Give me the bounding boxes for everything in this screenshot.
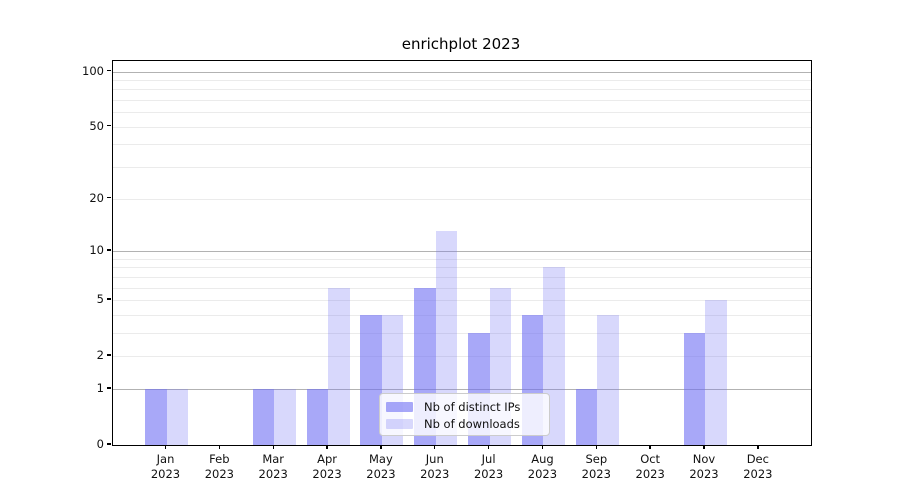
legend-swatch-distinct-ips (386, 401, 413, 412)
y-axis-tick (107, 354, 111, 356)
bar-distinct-ips (575, 388, 598, 445)
x-axis-tick (541, 445, 544, 450)
bar-distinct-ips (360, 314, 382, 445)
gridline-minor (113, 79, 811, 81)
y-axis-tick-label: 0 (96, 437, 104, 451)
x-axis-tick (595, 445, 597, 450)
x-axis-tick (380, 445, 382, 450)
y-axis-tick (107, 443, 111, 445)
bar-distinct-ips (145, 388, 167, 445)
gridline-layer (113, 61, 811, 445)
y-axis-tick (107, 69, 111, 72)
y-axis-tick (107, 196, 111, 199)
x-axis-tick (487, 445, 490, 450)
x-axis-tick-label: May 2023 (366, 452, 396, 481)
x-axis-tick-label: Oct 2023 (635, 452, 665, 481)
x-axis-tick-label: Mar 2023 (258, 452, 288, 481)
y-axis-tick-label: 2 (96, 348, 104, 363)
x-axis-tick-label: Nov 2023 (689, 452, 719, 481)
gridline-minor (113, 126, 811, 128)
gridline-major (113, 388, 811, 390)
gridline-minor (113, 276, 811, 278)
legend-entry-distinct-ips: Nb of distinct IPs (386, 399, 543, 414)
gridline-minor (113, 287, 811, 289)
x-axis-tick (326, 445, 328, 450)
y-axis-tick-label: 5 (96, 291, 104, 306)
y-axis-tick (107, 298, 111, 300)
y-axis-tick-label: 20 (89, 190, 104, 205)
bar-distinct-ips (252, 388, 275, 445)
gridline-minor (113, 167, 811, 169)
legend-label-downloads: Nb of downloads (424, 416, 520, 431)
x-axis-tick-label: Jul 2023 (473, 452, 504, 481)
gridline-major (113, 250, 811, 252)
legend-entry-downloads: Nb of downloads (386, 416, 543, 431)
bar-downloads (166, 388, 188, 445)
x-axis-tick (272, 445, 274, 450)
bar-distinct-ips (306, 388, 329, 445)
x-axis-tick-label: Jun 2023 (420, 452, 450, 481)
y-axis-tick (107, 249, 111, 251)
y-axis-tick-label: 100 (82, 63, 104, 78)
gridline-minor (113, 100, 811, 102)
bar-distinct-ips (683, 332, 705, 445)
gridline-minor (113, 198, 811, 200)
plot-area: Nb of distinct IPs Nb of downloads (112, 60, 812, 446)
bar-downloads (597, 314, 619, 445)
legend-label-distinct-ips: Nb of distinct IPs (424, 399, 521, 414)
x-axis-tick (218, 445, 221, 450)
x-axis-tick (434, 445, 436, 450)
x-axis-tick-label: Aug 2023 (527, 452, 558, 481)
gridline-minor (113, 144, 811, 146)
x-axis-tick-label: Dec 2023 (743, 452, 773, 481)
x-axis-tick (164, 445, 167, 450)
gridline-minor (113, 267, 811, 269)
gridline-minor (113, 299, 811, 301)
gridline-minor (113, 112, 811, 114)
x-axis-tick-label: Apr 2023 (312, 452, 342, 481)
chart-title: enrichplot 2023 (401, 35, 521, 53)
bar-downloads (328, 287, 350, 445)
x-axis-tick-label: Sep 2023 (581, 452, 611, 481)
x-axis-tick (757, 445, 759, 450)
legend-swatch-downloads (386, 418, 413, 429)
bar-downloads (705, 300, 727, 445)
gridline-minor (113, 89, 811, 91)
x-axis-tick-label: Feb 2023 (204, 452, 234, 481)
y-axis-tick (107, 125, 111, 127)
gridline-minor (113, 332, 811, 334)
gridline-minor (113, 314, 811, 316)
y-axis-tick-label: 50 (89, 118, 104, 133)
gridline-minor (113, 258, 811, 260)
y-axis-tick (107, 387, 111, 389)
legend: Nb of distinct IPs Nb of downloads (379, 393, 550, 436)
y-axis-tick-label: 1 (96, 380, 104, 395)
x-axis-tick (649, 445, 651, 450)
bar-downloads (274, 388, 296, 445)
y-axis-tick-label: 10 (89, 242, 104, 257)
gridline-major (113, 71, 811, 73)
x-axis-tick-label: Jan 2023 (150, 452, 181, 481)
gridline-minor (113, 356, 811, 358)
bar-layer (113, 61, 811, 445)
bar-downloads (435, 231, 458, 445)
x-axis-tick (703, 445, 705, 450)
